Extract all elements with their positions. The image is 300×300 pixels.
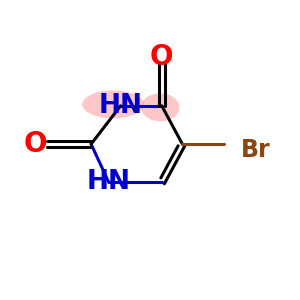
- Ellipse shape: [82, 90, 144, 118]
- Text: Br: Br: [241, 138, 271, 162]
- Text: HN: HN: [99, 93, 142, 119]
- Text: O: O: [150, 43, 173, 71]
- Text: HN: HN: [87, 169, 131, 195]
- Ellipse shape: [141, 93, 179, 121]
- Text: O: O: [23, 130, 47, 158]
